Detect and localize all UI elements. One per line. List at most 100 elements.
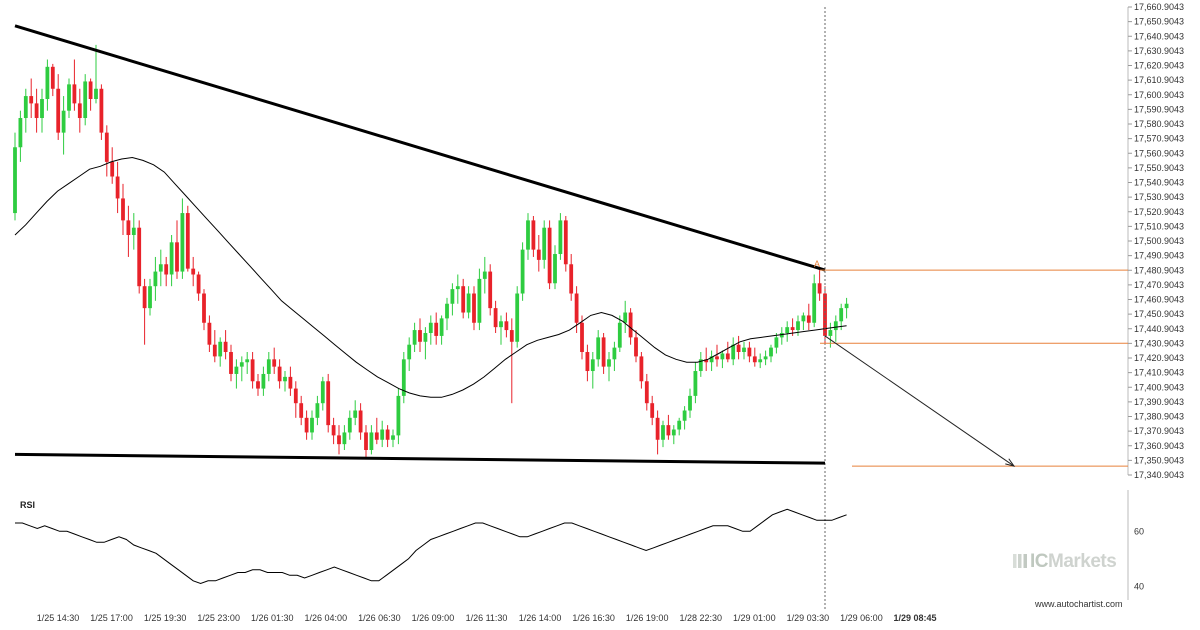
candle	[310, 410, 314, 440]
candle-body	[212, 344, 217, 357]
price-tick-label: 17,350.9043	[1134, 455, 1184, 465]
candle-body	[785, 327, 790, 333]
candle	[715, 344, 719, 367]
candle	[191, 256, 196, 287]
candle	[304, 410, 309, 440]
candle-body	[72, 84, 77, 104]
candle-body	[13, 147, 17, 214]
candle-body	[277, 366, 282, 382]
candle	[142, 278, 147, 345]
candle	[736, 335, 741, 360]
candle	[148, 278, 152, 316]
rsi-line	[15, 508, 847, 585]
candle-body	[99, 88, 104, 133]
candle	[256, 373, 260, 396]
candle-body	[185, 213, 190, 269]
candle	[844, 297, 849, 319]
candle	[40, 88, 44, 133]
price-tick-label: 17,340.9043	[1134, 470, 1184, 480]
candle-body	[423, 332, 428, 342]
candle	[693, 362, 698, 404]
price-tick-label: 17,380.9043	[1134, 412, 1184, 422]
candle	[374, 417, 379, 445]
price-tick-label: 17,520.9043	[1134, 207, 1184, 217]
candle	[677, 417, 682, 436]
candle	[23, 88, 28, 133]
candle-body	[558, 220, 563, 255]
candle	[45, 59, 50, 111]
candle-body	[806, 315, 811, 323]
candle-body	[342, 432, 347, 445]
candle	[353, 400, 358, 426]
candle-body	[455, 286, 460, 290]
candle-body	[617, 322, 622, 348]
candle-body	[353, 410, 358, 418]
candle	[455, 274, 460, 304]
candle	[169, 235, 174, 287]
candle	[580, 315, 584, 360]
candle-body	[725, 353, 730, 360]
candle-body	[828, 330, 833, 336]
price-tick-label: 17,530.9043	[1134, 192, 1184, 202]
candle-body	[175, 242, 179, 272]
candle	[164, 256, 169, 287]
candle-body	[180, 213, 185, 272]
candle	[434, 312, 439, 345]
candle	[569, 254, 574, 301]
candle	[180, 198, 185, 279]
candle-body	[77, 103, 82, 119]
candle-body	[218, 341, 223, 357]
candle-body	[650, 403, 655, 418]
candle	[342, 425, 347, 450]
candle-body	[839, 308, 844, 322]
candle	[331, 417, 336, 445]
candle-body	[315, 403, 320, 418]
candle	[839, 303, 844, 331]
candles-layer	[13, 44, 849, 459]
brand-ic: IC	[1030, 551, 1049, 572]
candle	[482, 256, 487, 294]
candle-body	[304, 417, 309, 433]
candle-body	[752, 356, 757, 363]
candle	[769, 344, 773, 363]
candle	[833, 315, 838, 342]
time-tick-label: 1/26 11:30	[466, 613, 508, 623]
candle-body	[509, 330, 514, 342]
candle-body	[23, 96, 28, 119]
candle	[785, 321, 790, 342]
price-axis: 17,660.9043 17,650.9043 17,640.9043 17,630.…	[1127, 2, 1184, 480]
price-tick-label: 17,580.9043	[1134, 119, 1184, 129]
candle	[509, 318, 514, 404]
candle-body	[326, 381, 331, 426]
candle	[67, 78, 71, 119]
candle-body	[445, 303, 449, 319]
candle	[277, 359, 282, 389]
moving-average-line	[14, 156, 847, 398]
candle	[266, 352, 271, 382]
candle	[29, 78, 34, 119]
candle	[623, 300, 628, 333]
candle	[547, 220, 552, 290]
candle	[185, 205, 190, 272]
candle-body	[245, 359, 250, 363]
candle	[698, 352, 703, 377]
candle-body	[596, 337, 601, 360]
candle-body	[493, 308, 498, 328]
candle-body	[644, 381, 649, 404]
candle	[634, 330, 638, 363]
time-axis: 1/25 14:30 1/25 17:00 1/25 19:30 1/25 23:00…	[37, 613, 937, 623]
candle	[347, 410, 352, 440]
candle	[801, 312, 806, 331]
candle-body	[34, 103, 39, 119]
candle	[202, 289, 206, 331]
candle-body	[428, 322, 433, 333]
brand-rest: Markets	[1048, 551, 1117, 572]
time-tick-label: 1/26 14:00	[519, 613, 562, 623]
candle-body	[234, 366, 239, 374]
candle	[104, 125, 109, 177]
price-tick-label: 17,660.9043	[1134, 2, 1184, 12]
time-tick-label: 1/29 06:00	[840, 613, 883, 623]
candle	[212, 330, 217, 363]
candle	[742, 341, 746, 360]
candle	[671, 425, 676, 445]
